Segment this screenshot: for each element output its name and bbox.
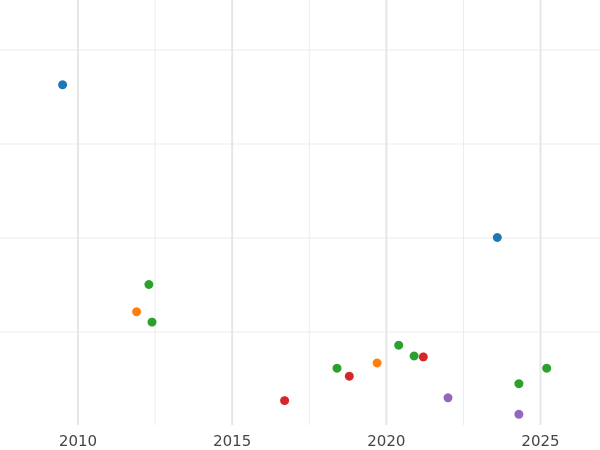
data-point	[58, 80, 68, 90]
data-point	[144, 280, 154, 289]
x-tick-label: 2020	[367, 432, 405, 450]
data-point	[418, 352, 428, 362]
data-point	[132, 307, 142, 317]
data-point	[394, 340, 404, 350]
data-point	[542, 363, 552, 373]
data-point	[332, 363, 342, 373]
grid	[0, 0, 600, 425]
data-point	[514, 379, 524, 389]
x-tick-label: 2010	[59, 432, 97, 450]
data-point	[409, 351, 419, 361]
data-point	[443, 393, 453, 403]
x-tick-label: 2015	[213, 432, 251, 450]
data-point	[492, 233, 502, 242]
data-point	[514, 409, 524, 419]
x-axis-tick-labels: 2010 2015 2020 2025	[59, 432, 560, 450]
data-point	[372, 358, 382, 368]
data-point	[147, 317, 157, 327]
x-tick-label: 2025	[521, 432, 559, 450]
data-point	[280, 396, 290, 406]
data-points	[58, 80, 552, 419]
data-point	[344, 371, 354, 381]
